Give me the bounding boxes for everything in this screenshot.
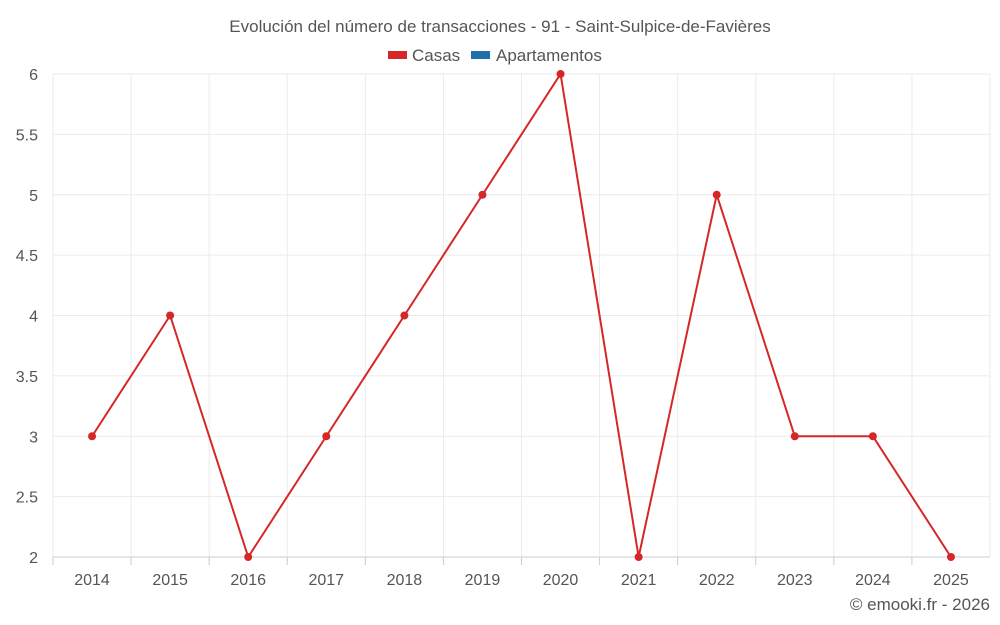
- data-point: [400, 311, 409, 320]
- legend-label-casas: Casas: [412, 46, 460, 65]
- data-point: [634, 553, 643, 561]
- x-tick-label: 2017: [308, 572, 344, 589]
- y-tick-label: 2: [29, 550, 38, 567]
- legend-label-apartamentos: Apartamentos: [496, 46, 602, 65]
- x-tick-label: 2025: [933, 572, 969, 589]
- x-tick-label: 2020: [543, 572, 579, 589]
- y-tick-label: 4: [29, 309, 38, 326]
- x-tick-label: 2018: [387, 572, 423, 589]
- x-tick-label: 2016: [230, 572, 266, 589]
- legend: Casas Apartamentos: [388, 46, 602, 65]
- legend-swatch-apartamentos: [471, 51, 490, 59]
- x-tick-label: 2024: [855, 572, 891, 589]
- data-point: [556, 70, 565, 78]
- credit[interactable]: © emooki.fr - 2026: [850, 595, 990, 614]
- data-point: [868, 432, 877, 441]
- data-point: [244, 553, 253, 561]
- data-point: [322, 432, 331, 441]
- data-point: [712, 190, 721, 199]
- y-tick-label: 6: [29, 67, 38, 84]
- x-tick-label: 2022: [699, 572, 735, 589]
- series-line-casas: [91, 71, 952, 560]
- data-point: [166, 311, 175, 320]
- chart-title: Evolución del número de transacciones - …: [229, 17, 770, 36]
- legend-item-casas[interactable]: Casas: [388, 46, 460, 65]
- x-tick-label: 2015: [152, 572, 188, 589]
- legend-item-apartamentos[interactable]: Apartamentos: [471, 46, 602, 65]
- y-tick-label: 2.5: [16, 490, 38, 507]
- y-tick-label: 3.5: [16, 369, 38, 386]
- y-tick-label: 5.5: [16, 127, 38, 144]
- data-point: [478, 190, 487, 199]
- x-tick-label: 2014: [74, 572, 110, 589]
- x-tick-label: 2023: [777, 572, 813, 589]
- data-point: [790, 432, 799, 441]
- y-tick-label: 3: [29, 429, 38, 446]
- y-tick-label: 5: [29, 188, 38, 205]
- x-tick-label: 2019: [465, 572, 501, 589]
- data-point: [88, 432, 97, 441]
- y-tick-label: 4.5: [16, 248, 38, 265]
- legend-swatch-casas: [388, 51, 407, 59]
- x-tick-label: 2021: [621, 572, 657, 589]
- data-point: [946, 553, 955, 561]
